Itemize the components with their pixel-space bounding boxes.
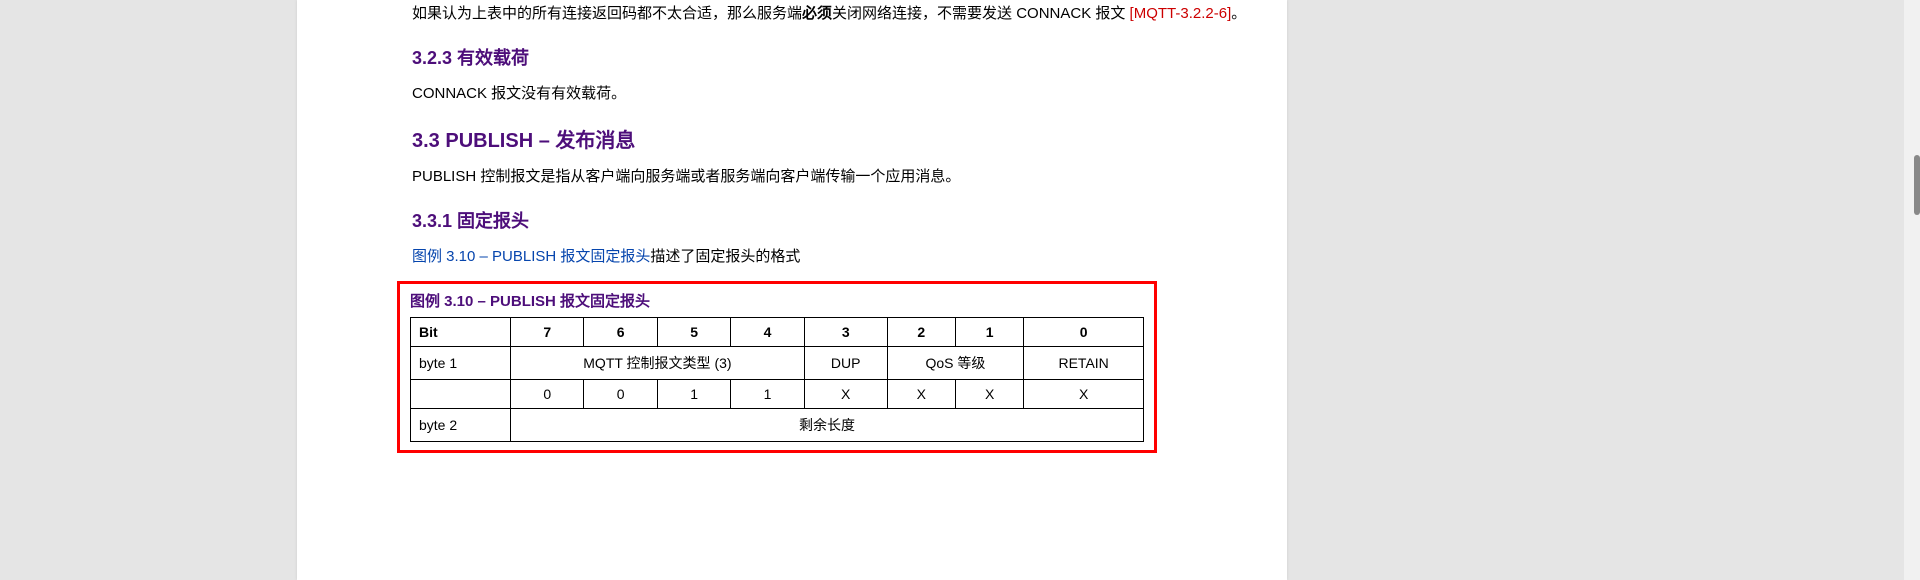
- byte1-retain: RETAIN: [1024, 347, 1144, 380]
- mqtt-ref-link[interactable]: [MQTT-3.2.2-6]: [1130, 5, 1232, 22]
- section-3-3-1-tail: 描述了固定报头的格式: [650, 248, 800, 265]
- header-bit-3: 3: [804, 318, 887, 347]
- figure-3-10-caption: 图例 3.10 – PUBLISH 报文固定报头: [410, 290, 1144, 311]
- byte1-val-2: X: [887, 380, 955, 409]
- byte1-val-0: X: [1024, 380, 1144, 409]
- byte1-val-5: 1: [657, 380, 730, 409]
- table-header-row: Bit 7 6 5 4 3 2 1 0: [411, 318, 1144, 347]
- section-3-3-heading: 3.3 PUBLISH – 发布消息: [412, 124, 1257, 153]
- document-page: 如果认为上表中的所有连接返回码都不太合适，那么服务端必须关闭网络连接，不需要发送…: [297, 0, 1287, 580]
- header-bit-7: 7: [511, 318, 584, 347]
- scrollbar-thumb[interactable]: [1914, 155, 1920, 215]
- header-bit-2: 2: [887, 318, 955, 347]
- byte2-label: byte 2: [411, 409, 511, 442]
- byte1-values-label: [411, 380, 511, 409]
- publish-fixed-header-table: Bit 7 6 5 4 3 2 1 0 byte 1 MQTT 控制报文类型 (…: [410, 317, 1144, 442]
- section-3-3-1-heading: 3.3.1 固定报头: [412, 207, 1257, 233]
- byte2-remaining-length: 剩余长度: [511, 409, 1144, 442]
- section-3-2-3-heading: 3.2.3 有效载荷: [412, 44, 1257, 70]
- byte1-val-1: X: [955, 380, 1023, 409]
- figure-3-10-link[interactable]: 图例 3.10 – PUBLISH 报文固定报头: [412, 248, 650, 265]
- table-row: byte 1 MQTT 控制报文类型 (3) DUP QoS 等级 RETAIN: [411, 347, 1144, 380]
- content-column: 如果认为上表中的所有连接返回码都不太合适，那么服务端必须关闭网络连接，不需要发送…: [412, 0, 1257, 453]
- header-bit-1: 1: [955, 318, 1023, 347]
- table-row: 0 0 1 1 X X X X: [411, 380, 1144, 409]
- byte1-val-6: 0: [584, 380, 657, 409]
- table-row: byte 2 剩余长度: [411, 409, 1144, 442]
- section-3-3-body: PUBLISH 控制报文是指从客户端向服务端或者服务端向客户端传输一个应用消息。: [412, 165, 1257, 189]
- header-bit-0: 0: [1024, 318, 1144, 347]
- figure-3-10-box: 图例 3.10 – PUBLISH 报文固定报头 Bit 7 6 5 4 3 2…: [397, 281, 1157, 453]
- intro-bold: 必须: [802, 5, 832, 22]
- intro-paragraph: 如果认为上表中的所有连接返回码都不太合适，那么服务端必须关闭网络连接，不需要发送…: [412, 2, 1257, 26]
- byte1-val-3: X: [804, 380, 887, 409]
- scrollbar-track[interactable]: [1904, 0, 1920, 580]
- header-bit-5: 5: [657, 318, 730, 347]
- section-3-3-1-body: 图例 3.10 – PUBLISH 报文固定报头描述了固定报头的格式: [412, 245, 1257, 269]
- intro-text-1: 如果认为上表中的所有连接返回码都不太合适，那么服务端: [412, 5, 802, 22]
- header-bit-6: 6: [584, 318, 657, 347]
- byte1-qos: QoS 等级: [887, 347, 1024, 380]
- header-bit-4: 4: [731, 318, 805, 347]
- byte1-val-4: 1: [731, 380, 805, 409]
- section-3-2-3-body: CONNACK 报文没有有效载荷。: [412, 82, 1257, 106]
- byte1-label: byte 1: [411, 347, 511, 380]
- byte1-val-7: 0: [511, 380, 584, 409]
- intro-text-2: 关闭网络连接，不需要发送 CONNACK 报文: [832, 5, 1130, 22]
- header-bit-label: Bit: [411, 318, 511, 347]
- intro-text-3: 。: [1231, 5, 1246, 22]
- byte1-dup: DUP: [804, 347, 887, 380]
- byte1-packet-type: MQTT 控制报文类型 (3): [511, 347, 805, 380]
